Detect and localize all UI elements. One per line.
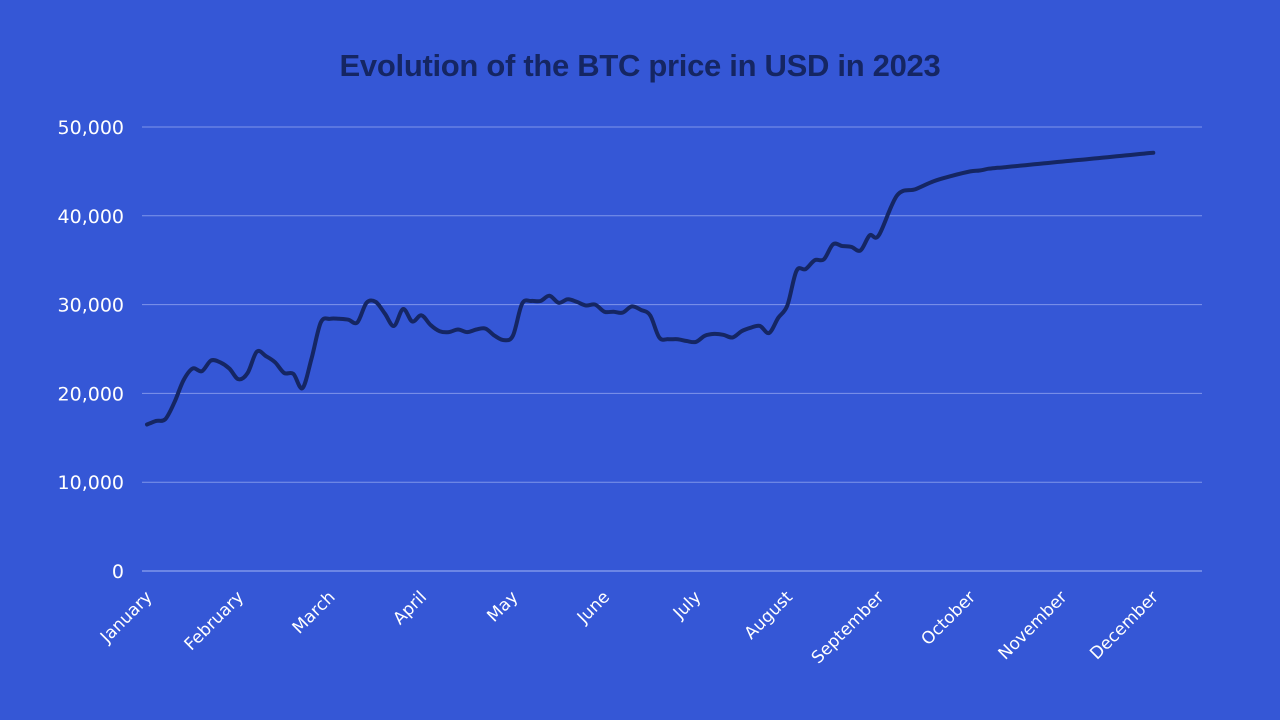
chart-title: Evolution of the BTC price in USD in 202… [339,48,941,83]
x-tick-label: January [96,587,156,647]
x-tick-label: December [1086,587,1162,663]
btc-price-line [145,150,1156,427]
y-tick-label: 30,000 [58,295,124,317]
y-tick-label: 0 [112,561,124,583]
x-tick-label: November [995,587,1072,664]
y-tick-label: 50,000 [58,117,124,139]
x-tick-label: March [289,587,340,638]
x-tick-label: June [573,587,614,628]
y-tick-label: 10,000 [58,472,124,494]
x-tick-label: February [181,587,248,654]
x-tick-label: September [808,587,889,668]
x-tick-label: August [741,587,797,643]
y-tick-label: 20,000 [58,383,124,405]
x-tick-label: May [483,587,522,626]
x-tick-label: July [669,587,705,623]
y-tick-label: 40,000 [58,206,124,228]
x-tick-label: April [389,587,431,629]
x-tick-label: October [918,587,980,649]
